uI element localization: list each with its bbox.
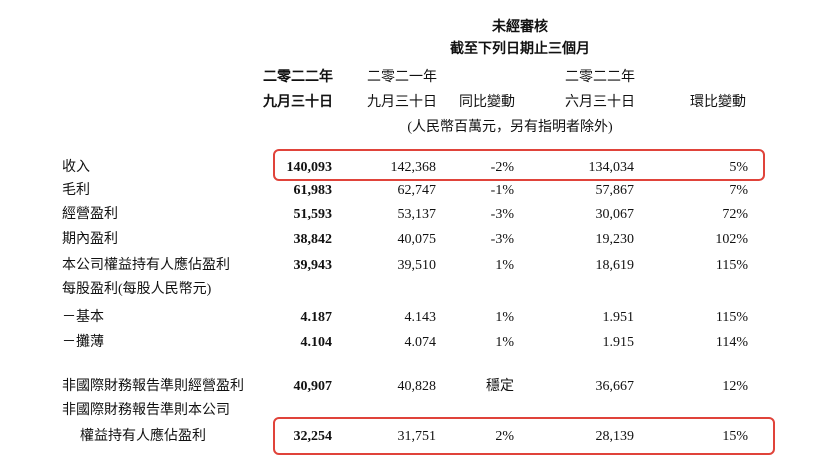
column-header: 九月三十日 xyxy=(367,95,437,110)
cell: 142,368 xyxy=(390,160,437,175)
column-header: 二零二一年 xyxy=(367,70,437,85)
cell: 1.915 xyxy=(602,335,635,350)
cell: 7% xyxy=(729,183,748,198)
cell: 12% xyxy=(722,379,748,394)
cell: -1% xyxy=(490,183,514,198)
title: 未經審核 xyxy=(492,20,548,35)
cell: -3% xyxy=(490,232,514,247)
cell: 1% xyxy=(495,335,514,350)
cell: 1% xyxy=(495,310,514,325)
column-header: 二零二二年 xyxy=(565,70,635,85)
row-label: 非國際財務報告準則經營盈利 xyxy=(62,379,244,394)
cell: 2% xyxy=(495,429,514,444)
cell: 72% xyxy=(722,207,748,222)
column-header: 九月三十日 xyxy=(263,95,333,110)
highlight-box xyxy=(273,417,775,455)
column-header: 同比變動 xyxy=(459,95,515,110)
row-label: －基本 xyxy=(62,310,104,325)
cell: -2% xyxy=(490,160,514,175)
cell: 114% xyxy=(715,335,748,350)
cell: 36,667 xyxy=(595,379,635,394)
row-label: 期內盈利 xyxy=(62,232,118,247)
cell: 4.104 xyxy=(300,335,333,350)
cell: 1.951 xyxy=(602,310,635,325)
cell: 32,254 xyxy=(293,429,333,444)
subtitle: 截至下列日期止三個月 xyxy=(450,42,590,57)
cell: 4.074 xyxy=(404,335,437,350)
cell: 38,842 xyxy=(293,232,333,247)
cell: -3% xyxy=(490,207,514,222)
cell: 1% xyxy=(495,258,514,273)
row-label: 每股盈利(每股人民幣元) xyxy=(62,282,212,297)
cell: 5% xyxy=(729,160,748,175)
cell: 穩定 xyxy=(486,379,514,394)
cell: 4.187 xyxy=(300,310,333,325)
cell: 115% xyxy=(715,310,748,325)
row-label: 經營盈利 xyxy=(62,207,118,222)
row-label: 權益持有人應佔盈利 xyxy=(80,429,206,444)
cell: 53,137 xyxy=(397,207,437,222)
cell: 18,619 xyxy=(595,258,635,273)
unit-note: (人民幣百萬元，另有指明者除外) xyxy=(407,120,613,135)
row-label: －攤薄 xyxy=(62,335,104,350)
cell: 39,943 xyxy=(293,258,333,273)
cell: 62,747 xyxy=(397,183,437,198)
cell: 61,983 xyxy=(293,183,333,198)
row-label: 收入 xyxy=(62,160,90,175)
cell: 40,828 xyxy=(397,379,437,394)
cell: 19,230 xyxy=(595,232,635,247)
cell: 30,067 xyxy=(595,207,635,222)
cell: 57,867 xyxy=(595,183,635,198)
cell: 140,093 xyxy=(286,160,333,175)
column-header: 環比變動 xyxy=(690,95,746,110)
column-header: 六月三十日 xyxy=(565,95,635,110)
cell: 31,751 xyxy=(397,429,437,444)
row-label: 本公司權益持有人應佔盈利 xyxy=(62,258,230,273)
cell: 15% xyxy=(722,429,748,444)
highlight-box xyxy=(273,149,765,181)
cell: 134,034 xyxy=(588,160,635,175)
cell: 39,510 xyxy=(397,258,437,273)
cell: 40,075 xyxy=(397,232,437,247)
row-label: 毛利 xyxy=(62,183,90,198)
cell: 28,139 xyxy=(595,429,635,444)
cell: 102% xyxy=(715,232,748,247)
cell: 115% xyxy=(715,258,748,273)
cell: 4.143 xyxy=(404,310,437,325)
cell: 40,907 xyxy=(293,379,333,394)
column-header: 二零二二年 xyxy=(263,70,333,85)
row-label: 非國際財務報告準則本公司 xyxy=(62,403,230,418)
cell: 51,593 xyxy=(293,207,333,222)
